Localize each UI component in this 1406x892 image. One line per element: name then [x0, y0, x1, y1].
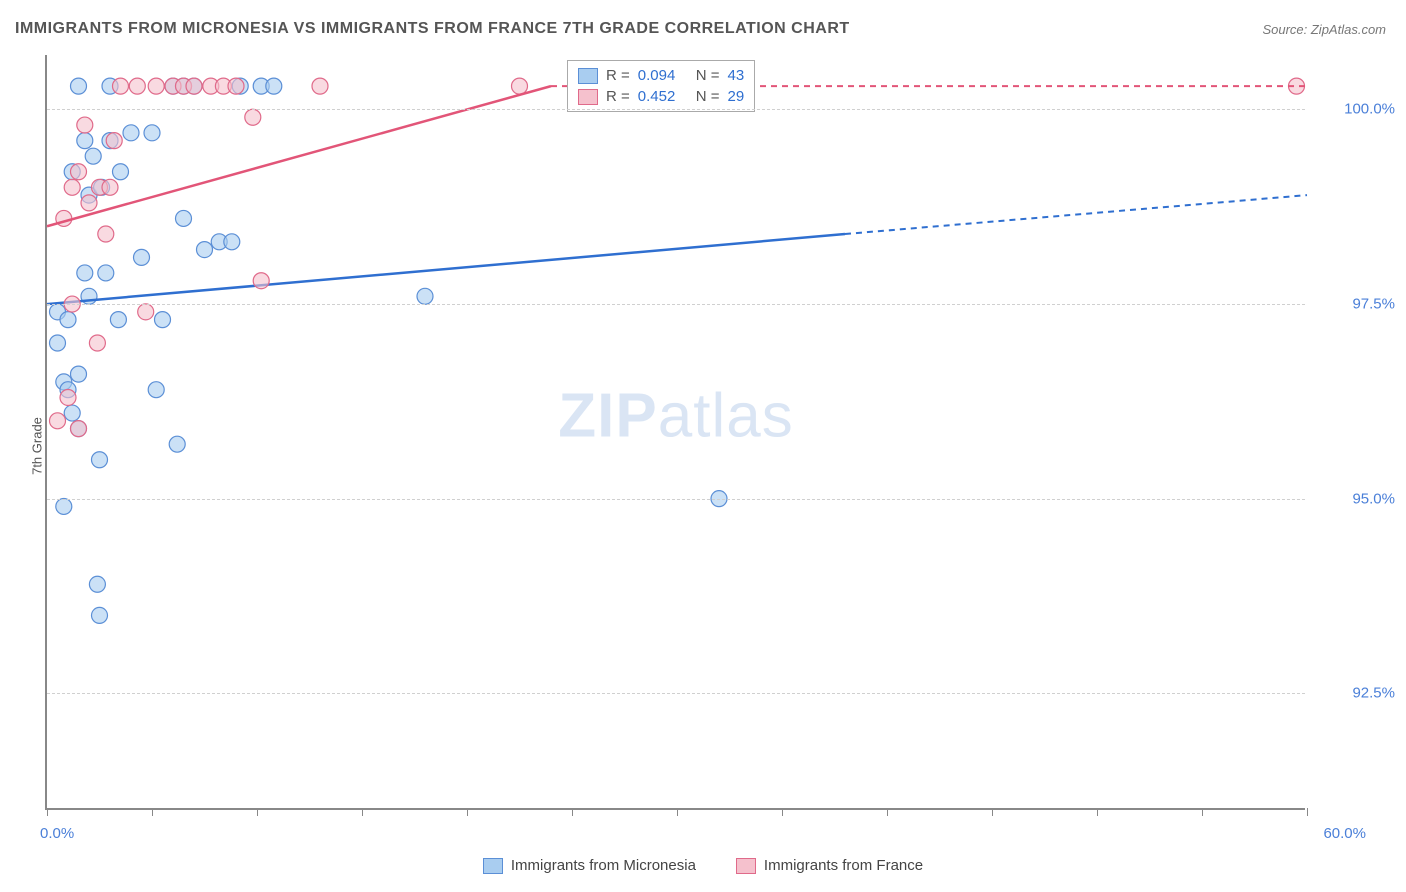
trend-line-dashed — [845, 195, 1307, 234]
scatter-point — [56, 498, 72, 514]
scatter-point — [64, 405, 80, 421]
gridline — [47, 499, 1305, 500]
legend-swatch — [578, 68, 598, 84]
chart-title: IMMIGRANTS FROM MICRONESIA VS IMMIGRANTS… — [15, 20, 850, 38]
scatter-point — [50, 335, 66, 351]
scatter-point — [148, 78, 164, 94]
scatter-point — [71, 78, 87, 94]
x-tick — [1097, 808, 1098, 816]
scatter-point — [92, 607, 108, 623]
x-tick — [362, 808, 363, 816]
y-tick-label: 95.0% — [1315, 490, 1395, 507]
x-tick — [677, 808, 678, 816]
scatter-point — [123, 125, 139, 141]
x-tick — [467, 808, 468, 816]
x-tick — [47, 808, 48, 816]
legend-n-label: N = — [696, 88, 720, 105]
scatter-point — [113, 78, 129, 94]
scatter-point — [102, 179, 118, 195]
gridline — [47, 693, 1305, 694]
scatter-point — [98, 265, 114, 281]
x-tick — [257, 808, 258, 816]
scatter-point — [228, 78, 244, 94]
scatter-point — [224, 234, 240, 250]
legend-n-value: 43 — [728, 67, 745, 84]
scatter-point — [245, 109, 261, 125]
scatter-point — [71, 421, 87, 437]
scatter-point — [50, 413, 66, 429]
y-tick-label: 92.5% — [1315, 685, 1395, 702]
legend-swatch — [578, 89, 598, 105]
scatter-point — [81, 195, 97, 211]
scatter-point — [85, 148, 101, 164]
y-tick-label: 100.0% — [1315, 101, 1395, 118]
scatter-point — [312, 78, 328, 94]
source-attribution: Source: ZipAtlas.com — [1262, 22, 1386, 37]
scatter-point — [197, 242, 213, 258]
y-tick-label: 97.5% — [1315, 296, 1395, 313]
scatter-point — [106, 133, 122, 149]
scatter-point — [512, 78, 528, 94]
scatter-point — [89, 576, 105, 592]
scatter-point — [186, 78, 202, 94]
scatter-point — [134, 249, 150, 265]
x-tick — [152, 808, 153, 816]
x-tick — [992, 808, 993, 816]
scatter-point — [64, 179, 80, 195]
gridline — [47, 304, 1305, 305]
scatter-point — [266, 78, 282, 94]
scatter-point — [60, 312, 76, 328]
legend-swatch — [736, 858, 756, 874]
scatter-point — [155, 312, 171, 328]
legend-label: Immigrants from Micronesia — [511, 857, 696, 874]
gridline — [47, 109, 1305, 110]
x-tick — [887, 808, 888, 816]
chart-svg — [47, 55, 1305, 808]
legend-swatch — [483, 858, 503, 874]
scatter-point — [71, 164, 87, 180]
scatter-point — [77, 265, 93, 281]
legend-r-value: 0.452 — [638, 88, 688, 105]
scatter-point — [417, 288, 433, 304]
x-tick — [1202, 808, 1203, 816]
correlation-legend: R = 0.094 N = 43 R = 0.452 N = 29 — [567, 60, 755, 112]
legend-row: R = 0.452 N = 29 — [578, 86, 744, 107]
scatter-point — [89, 335, 105, 351]
trend-line — [47, 86, 551, 226]
scatter-point — [176, 210, 192, 226]
bottom-legend-item: Immigrants from France — [736, 857, 923, 874]
legend-row: R = 0.094 N = 43 — [578, 65, 744, 86]
x-max-label: 60.0% — [1323, 825, 1366, 842]
legend-n-label: N = — [696, 67, 720, 84]
x-min-label: 0.0% — [40, 825, 74, 842]
legend-r-value: 0.094 — [638, 67, 688, 84]
x-tick — [782, 808, 783, 816]
scatter-point — [253, 273, 269, 289]
scatter-point — [138, 304, 154, 320]
legend-r-label: R = — [606, 67, 630, 84]
bottom-legend: Immigrants from Micronesia Immigrants fro… — [0, 857, 1406, 874]
trend-line — [47, 234, 845, 304]
legend-r-label: R = — [606, 88, 630, 105]
bottom-legend-item: Immigrants from Micronesia — [483, 857, 696, 874]
scatter-point — [77, 133, 93, 149]
scatter-point — [144, 125, 160, 141]
scatter-point — [110, 312, 126, 328]
scatter-point — [60, 389, 76, 405]
scatter-point — [77, 117, 93, 133]
plot-area: ZIPatlas R =0.094N =43R =0.452N =29 92.5… — [45, 55, 1305, 810]
scatter-point — [92, 452, 108, 468]
scatter-point — [169, 436, 185, 452]
x-tick — [1307, 808, 1308, 816]
scatter-point — [71, 366, 87, 382]
y-axis-label: 7th Grade — [29, 417, 44, 475]
scatter-point — [129, 78, 145, 94]
scatter-point — [148, 382, 164, 398]
scatter-point — [98, 226, 114, 242]
legend-n-value: 29 — [728, 88, 745, 105]
scatter-point — [113, 164, 129, 180]
legend-label: Immigrants from France — [764, 857, 923, 874]
x-tick — [572, 808, 573, 816]
